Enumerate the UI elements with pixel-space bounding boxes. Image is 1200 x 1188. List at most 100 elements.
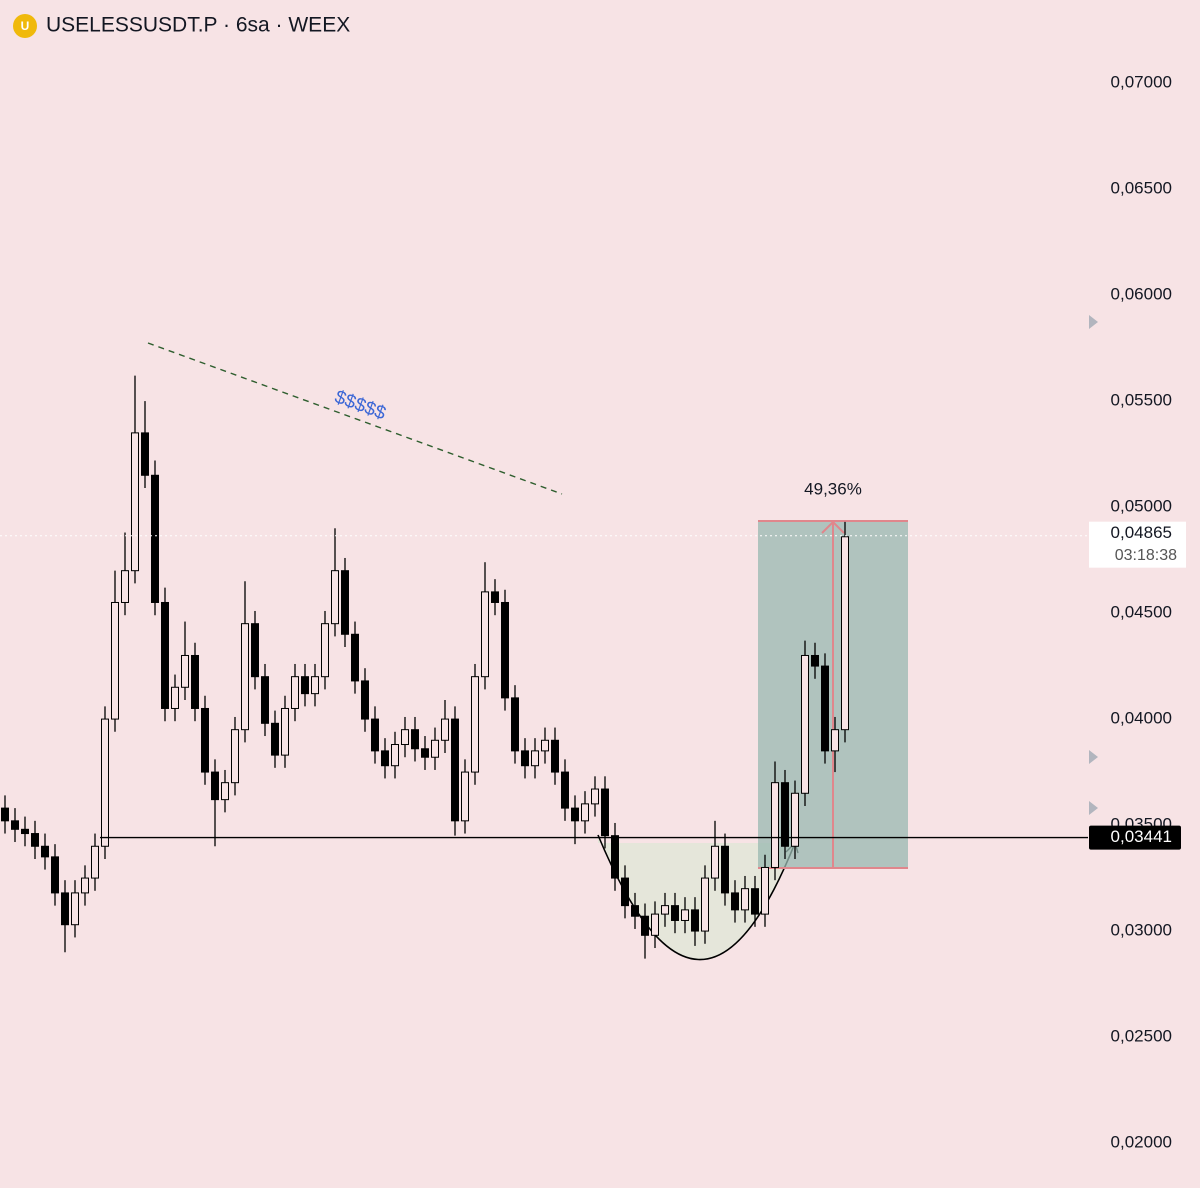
candle-body [301, 676, 309, 695]
candle-body [351, 633, 359, 682]
gain-label: 49,36% [804, 479, 862, 498]
candle-body [411, 729, 419, 750]
logo-glyph: U [21, 19, 30, 33]
candle-body [201, 707, 209, 773]
candle-body [551, 739, 559, 773]
candle-body [531, 750, 539, 767]
candle-body [521, 750, 529, 767]
candle-body [421, 748, 429, 758]
y-tick-label: 0,05000 [1111, 497, 1172, 516]
candle-body [811, 654, 819, 667]
y-tick-label: 0,03000 [1111, 921, 1172, 940]
candle-body [571, 807, 579, 822]
chart-title: USELESSUSDT.P · 6sa · WEEX [46, 14, 350, 37]
y-tick-label: 0,06500 [1111, 179, 1172, 198]
candle-body [801, 654, 809, 794]
candle-body [131, 432, 139, 572]
candle-body [141, 432, 149, 476]
candle-body [441, 718, 449, 741]
candle-body [171, 686, 179, 709]
y-tick-label: 0,07000 [1111, 73, 1172, 92]
candle-body [761, 866, 769, 915]
candle-body [231, 729, 239, 784]
level-label: 0,03441 [1111, 827, 1172, 846]
countdown-label: 03:18:38 [1115, 547, 1177, 564]
candle-body [271, 722, 279, 756]
y-tick-label: 0,05500 [1111, 391, 1172, 410]
candle-body [161, 601, 169, 709]
axis-marker [1089, 750, 1098, 764]
candle-body [221, 782, 229, 801]
candle-body [741, 888, 749, 911]
candle-body [491, 591, 499, 603]
annotation-text: $$$$$ [332, 387, 389, 425]
y-tick-label: 0,04000 [1111, 709, 1172, 728]
candle-body [41, 845, 49, 858]
y-tick-label: 0,02500 [1111, 1027, 1172, 1046]
candle-body [541, 739, 549, 752]
candle-body [251, 623, 259, 678]
candles [1, 375, 849, 959]
candle-body [261, 676, 269, 724]
candle-body [661, 905, 669, 915]
candle-body [591, 788, 599, 805]
candle-body [241, 623, 249, 731]
candle-body [501, 601, 509, 699]
candle-body [371, 718, 379, 752]
candle-body [341, 570, 349, 635]
candle-body [1, 807, 9, 822]
candle-body [61, 892, 69, 926]
candle-body [821, 665, 829, 752]
price-label: 0,04865 [1111, 523, 1172, 542]
candle-body [431, 739, 439, 758]
candle-body [481, 591, 489, 678]
candle-body [281, 707, 289, 756]
candle-body [841, 536, 849, 731]
candle-body [631, 905, 639, 917]
candle-body [651, 913, 659, 936]
candle-body [771, 782, 779, 868]
candle-body [451, 718, 459, 822]
trend-line [147, 342, 563, 495]
y-tick-label: 0,04500 [1111, 603, 1172, 622]
candle-body [11, 820, 19, 830]
candle-body [621, 877, 629, 907]
axis-marker [1089, 315, 1098, 329]
candle-body [71, 892, 79, 926]
logo [13, 14, 37, 38]
candle-body [511, 697, 519, 752]
candle-body [691, 909, 699, 932]
candle-body [311, 676, 319, 695]
candle-body [151, 474, 159, 603]
candle-body [701, 877, 709, 932]
candle-body [671, 905, 679, 921]
axis-marker [1089, 801, 1098, 815]
candle-body [291, 676, 299, 709]
candle-body [121, 570, 129, 603]
candle-body [561, 771, 569, 809]
candle-body [181, 654, 189, 688]
candle-body [111, 601, 119, 720]
candle-body [611, 835, 619, 879]
position-arrowhead [821, 520, 845, 534]
candle-body [31, 833, 39, 847]
candle-body [81, 877, 89, 894]
candle-body [381, 750, 389, 767]
candle-body [331, 570, 339, 625]
candle-body [781, 782, 789, 847]
candle-body [211, 771, 219, 801]
candle-body [401, 729, 409, 746]
y-tick-label: 0,02000 [1111, 1133, 1172, 1152]
candle-body [101, 718, 109, 847]
candle-body [791, 792, 799, 847]
candle-body [731, 892, 739, 911]
candle-body [751, 888, 759, 915]
candle-body [721, 845, 729, 894]
candle-body [681, 909, 689, 921]
candle-body [391, 744, 399, 767]
candle-body [461, 771, 469, 822]
y-tick-label: 0,06000 [1111, 285, 1172, 304]
candle-body [51, 856, 59, 894]
candle-body [191, 654, 199, 709]
